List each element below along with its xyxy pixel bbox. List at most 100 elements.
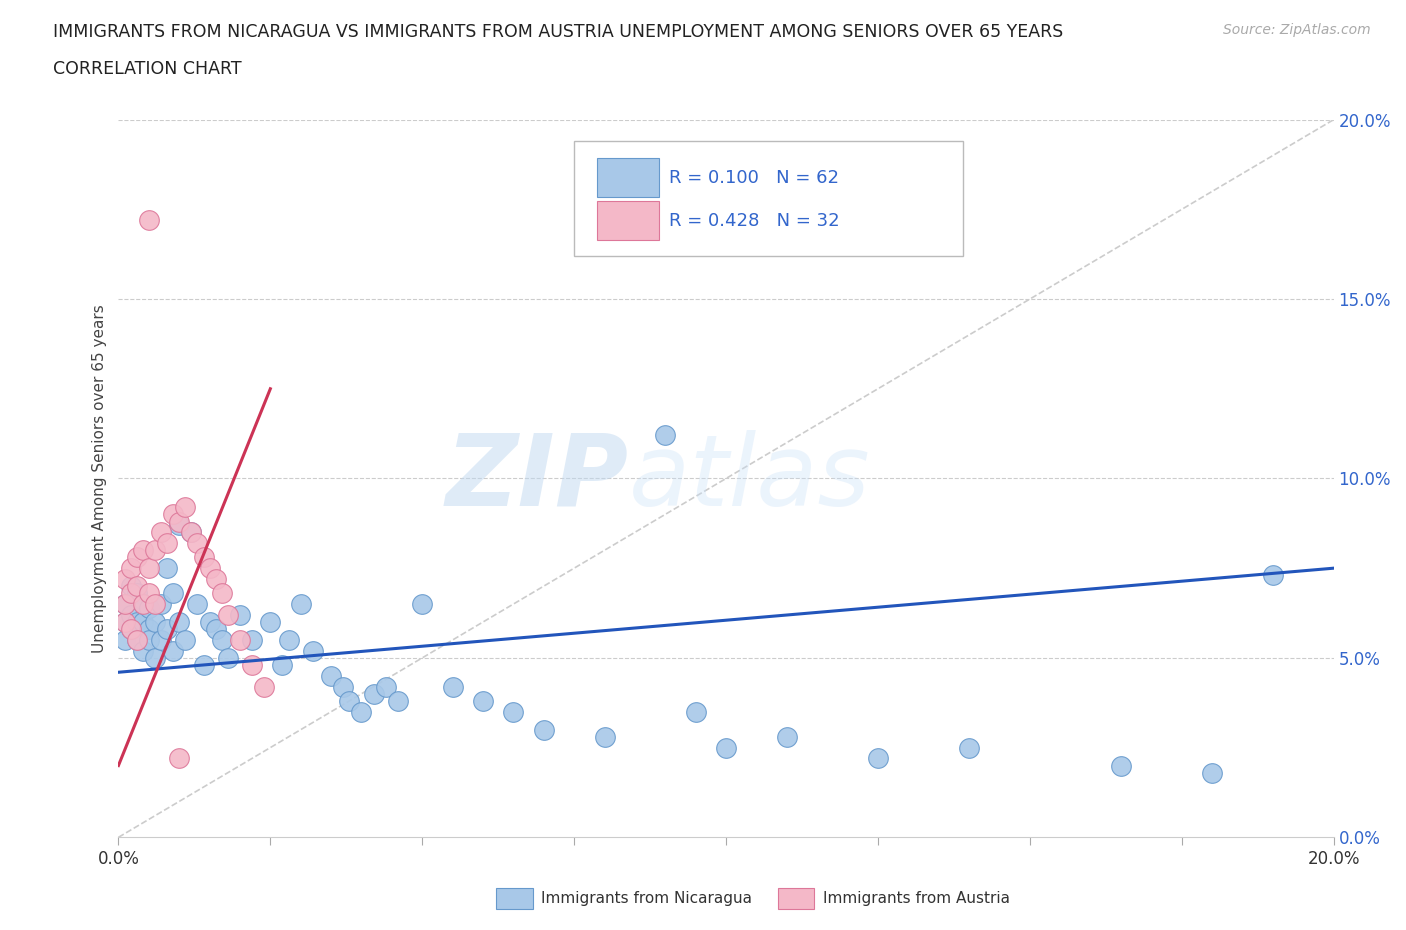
Point bbox=[186, 597, 208, 612]
Point bbox=[156, 561, 179, 576]
Point bbox=[162, 644, 184, 658]
Point bbox=[217, 650, 239, 665]
Point bbox=[120, 578, 142, 593]
Point bbox=[198, 615, 221, 630]
Text: R = 0.100   N = 62: R = 0.100 N = 62 bbox=[669, 168, 839, 187]
Point bbox=[167, 518, 190, 533]
Point bbox=[186, 536, 208, 551]
Point bbox=[1261, 568, 1284, 583]
Text: atlas: atlas bbox=[628, 430, 870, 527]
Point bbox=[411, 597, 433, 612]
Point bbox=[472, 694, 495, 709]
Point bbox=[240, 658, 263, 672]
Point bbox=[149, 525, 172, 539]
Point bbox=[167, 514, 190, 529]
Text: Immigrants from Austria: Immigrants from Austria bbox=[823, 891, 1010, 906]
Point bbox=[1109, 758, 1132, 773]
Point bbox=[253, 679, 276, 694]
Point bbox=[654, 428, 676, 443]
Point bbox=[125, 632, 148, 647]
Point bbox=[866, 751, 889, 765]
Point bbox=[149, 597, 172, 612]
Text: Immigrants from Nicaragua: Immigrants from Nicaragua bbox=[541, 891, 752, 906]
Point bbox=[350, 704, 373, 719]
Point bbox=[957, 740, 980, 755]
Point bbox=[138, 561, 160, 576]
Point bbox=[174, 632, 197, 647]
Point bbox=[374, 679, 396, 694]
Point bbox=[229, 607, 252, 622]
Point bbox=[125, 632, 148, 647]
Point bbox=[211, 632, 233, 647]
Point bbox=[114, 615, 136, 630]
Point bbox=[114, 572, 136, 587]
Point bbox=[138, 600, 160, 615]
Text: R = 0.428   N = 32: R = 0.428 N = 32 bbox=[669, 212, 839, 230]
Point bbox=[143, 597, 166, 612]
Point bbox=[240, 632, 263, 647]
Point bbox=[776, 729, 799, 744]
Point bbox=[114, 632, 136, 647]
Point bbox=[132, 543, 155, 558]
Point bbox=[204, 572, 226, 587]
Text: IMMIGRANTS FROM NICARAGUA VS IMMIGRANTS FROM AUSTRIA UNEMPLOYMENT AMONG SENIORS : IMMIGRANTS FROM NICARAGUA VS IMMIGRANTS … bbox=[53, 23, 1064, 41]
Point bbox=[132, 597, 155, 612]
Point bbox=[125, 578, 148, 593]
FancyBboxPatch shape bbox=[574, 141, 963, 256]
Point bbox=[211, 586, 233, 601]
Point bbox=[149, 632, 172, 647]
Point bbox=[387, 694, 409, 709]
Point bbox=[132, 644, 155, 658]
Point bbox=[120, 622, 142, 637]
Point bbox=[138, 586, 160, 601]
Point bbox=[132, 615, 155, 630]
Point bbox=[174, 499, 197, 514]
Point bbox=[114, 615, 136, 630]
Point bbox=[138, 632, 160, 647]
Point bbox=[120, 622, 142, 637]
Point bbox=[114, 597, 136, 612]
Y-axis label: Unemployment Among Seniors over 65 years: Unemployment Among Seniors over 65 years bbox=[93, 304, 107, 653]
Point bbox=[143, 615, 166, 630]
Point bbox=[290, 597, 312, 612]
Point bbox=[319, 669, 342, 684]
Point bbox=[277, 632, 299, 647]
Point bbox=[533, 723, 555, 737]
Point bbox=[1201, 765, 1223, 780]
Point bbox=[132, 597, 155, 612]
Point bbox=[180, 525, 202, 539]
Point bbox=[714, 740, 737, 755]
Point bbox=[193, 550, 215, 565]
Point bbox=[156, 536, 179, 551]
Point bbox=[120, 607, 142, 622]
Point bbox=[259, 615, 281, 630]
Text: CORRELATION CHART: CORRELATION CHART bbox=[53, 60, 242, 78]
Point bbox=[167, 615, 190, 630]
Point bbox=[337, 694, 360, 709]
Point bbox=[143, 650, 166, 665]
Point bbox=[156, 622, 179, 637]
Point bbox=[198, 561, 221, 576]
Point bbox=[125, 550, 148, 565]
Point bbox=[120, 561, 142, 576]
FancyBboxPatch shape bbox=[598, 158, 659, 197]
FancyBboxPatch shape bbox=[598, 202, 659, 240]
Point bbox=[593, 729, 616, 744]
Text: ZIP: ZIP bbox=[446, 430, 628, 527]
Point bbox=[193, 658, 215, 672]
Point bbox=[502, 704, 524, 719]
Point bbox=[114, 597, 136, 612]
Point bbox=[180, 525, 202, 539]
Point bbox=[138, 622, 160, 637]
Point bbox=[138, 213, 160, 228]
Point bbox=[204, 622, 226, 637]
Text: Source: ZipAtlas.com: Source: ZipAtlas.com bbox=[1223, 23, 1371, 37]
Point bbox=[441, 679, 464, 694]
Point bbox=[143, 543, 166, 558]
Point bbox=[332, 679, 354, 694]
Point bbox=[125, 586, 148, 601]
Point bbox=[217, 607, 239, 622]
Point bbox=[162, 507, 184, 522]
Point bbox=[125, 615, 148, 630]
Point bbox=[363, 686, 385, 701]
